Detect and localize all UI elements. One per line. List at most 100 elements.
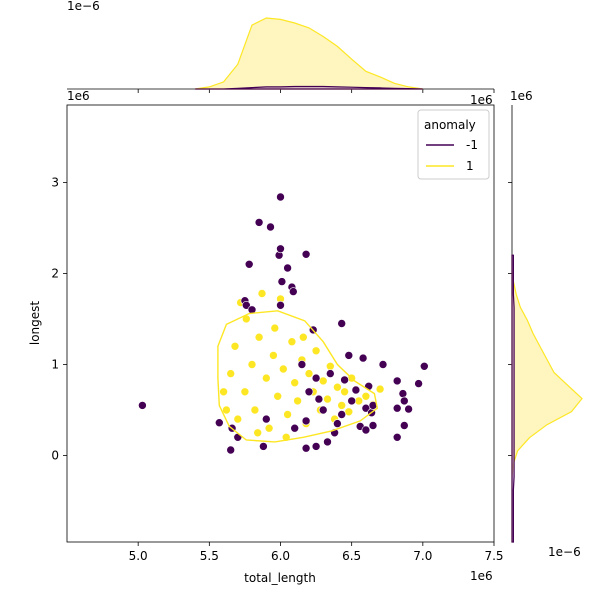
x-axis-ticks: 5.0 5.5 6.0 6.5 7.0 7.5 [129,542,504,563]
scatter-point-1 [337,401,347,410]
scatter-point-minus1 [399,396,409,406]
scatter-point-1 [270,323,280,333]
right-kde-series-1 [511,255,583,542]
scatter-point-minus1 [358,353,368,363]
y-tick-label: 2 [51,266,59,280]
density-contour-1 [217,310,379,443]
scatter-point-1 [304,369,314,378]
scatter-point-minus1 [276,300,285,310]
scatter-point-minus1 [347,396,357,406]
scatter-point-minus1 [138,401,147,410]
y-axis-ticks: 0 1 2 3 [51,175,67,463]
scatter-point-1 [293,396,302,406]
scatter-point-minus1 [254,218,264,227]
scatter-point-1 [325,361,335,371]
scatter-point-1 [333,382,342,392]
scatter-point-1 [287,337,297,347]
legend-label-minus1: -1 [466,138,478,152]
top-marginal-kde: 1e−6 1e6 [67,0,495,107]
y-tick-label: 3 [51,175,59,189]
scatter-point-minus1 [276,192,285,202]
scatter-point-minus1 [368,421,378,430]
right-marginal-offset-label: 1e−6 [548,545,581,559]
x-tick-label: 7.5 [484,549,503,563]
y-tick-label: 1 [51,357,59,371]
x-tick-label: 6.5 [342,549,361,563]
scatter-point-minus1 [215,418,224,428]
scatter-point-minus1 [361,425,371,435]
top-marginal-axis-offset-label: 1e6 [470,93,493,107]
scatter-point-1 [269,351,278,360]
scatter-point-1 [250,405,260,415]
right-marginal-axis-offset-label: 1e6 [510,89,533,103]
scatter-point-minus1 [392,403,402,413]
scatter-point-1 [375,384,385,394]
scatter-point-1 [361,391,371,401]
scatter-point-minus1 [233,432,243,442]
legend-label-1: 1 [466,159,474,173]
x-tick-label: 6.0 [271,549,290,563]
scatter-point-minus1 [364,381,374,391]
scatter-point-1 [219,387,228,397]
scatter-point-minus1 [404,404,413,414]
scatter-point-1 [283,410,292,419]
y-axis-label: longest [28,301,42,346]
top-marginal-ticks [137,89,495,93]
y-tick-label: 0 [51,449,59,463]
scatter-point-minus1 [392,432,402,442]
scatter-point-minus1 [259,442,268,451]
scatter-point-minus1 [378,360,388,369]
scatter-point-1 [278,364,288,374]
scatter-point-minus1 [340,375,349,385]
scatter-point-minus1 [288,287,298,296]
scatter-point-1 [261,373,271,383]
scatter-point-minus1 [311,373,321,383]
x-tick-label: 5.5 [200,549,219,563]
scatter-point-minus1 [244,259,254,269]
right-marginal-kde: 1e6 1e−6 [508,89,583,559]
scatter-point-minus1 [419,361,429,371]
right-kde-series-minus1 [511,254,515,543]
scatter-point-minus1 [290,423,300,433]
scatter-point-minus1 [277,277,287,286]
scatter-point-minus1 [337,410,347,419]
scatter-point-minus1 [414,379,423,388]
scatter-point-1 [344,407,354,417]
scatter-point-1 [323,394,332,404]
x-offset-label: 1e6 [470,569,493,583]
scatter-point-1 [318,376,328,386]
scatter-point-1 [254,332,264,342]
scatter-point-minus1 [333,419,342,428]
scatter-point-1 [253,428,263,438]
scatter-point-minus1 [314,394,324,404]
scatter-point-minus1 [325,369,335,378]
legend: anomaly -1 1 [417,109,490,180]
scatter-point-minus1 [226,445,235,455]
scatter-point-1 [273,391,283,401]
scatter-point-1 [257,289,267,298]
scatter-point-minus1 [261,414,271,424]
top-kde-series-minus1 [195,85,423,90]
scatter-point-minus1 [266,222,275,232]
x-axis-label: total_length [244,571,316,585]
scatter-point-minus1 [297,360,307,369]
scatter-point-minus1 [301,416,311,426]
scatter-point-minus1 [276,244,285,254]
scatter-point-1 [311,346,321,356]
scatter-point-minus1 [311,442,321,451]
scatter-point-1 [264,423,274,433]
scatter-point-minus1 [301,250,311,259]
scatter-point-minus1 [283,263,292,273]
scatter-point-minus1 [399,421,409,430]
scatter-point-minus1 [392,376,402,386]
y-offset-label: 1e6 [67,89,90,103]
scatter-point-minus1 [301,443,311,453]
scatter-point-1 [230,341,240,351]
scatter-point-1 [233,414,243,424]
scatter-point-1 [240,387,250,397]
legend-title: anomaly [424,118,476,132]
scatter-points [138,192,429,455]
scatter-point-minus1 [337,319,347,328]
scatter-point-1 [290,378,300,388]
